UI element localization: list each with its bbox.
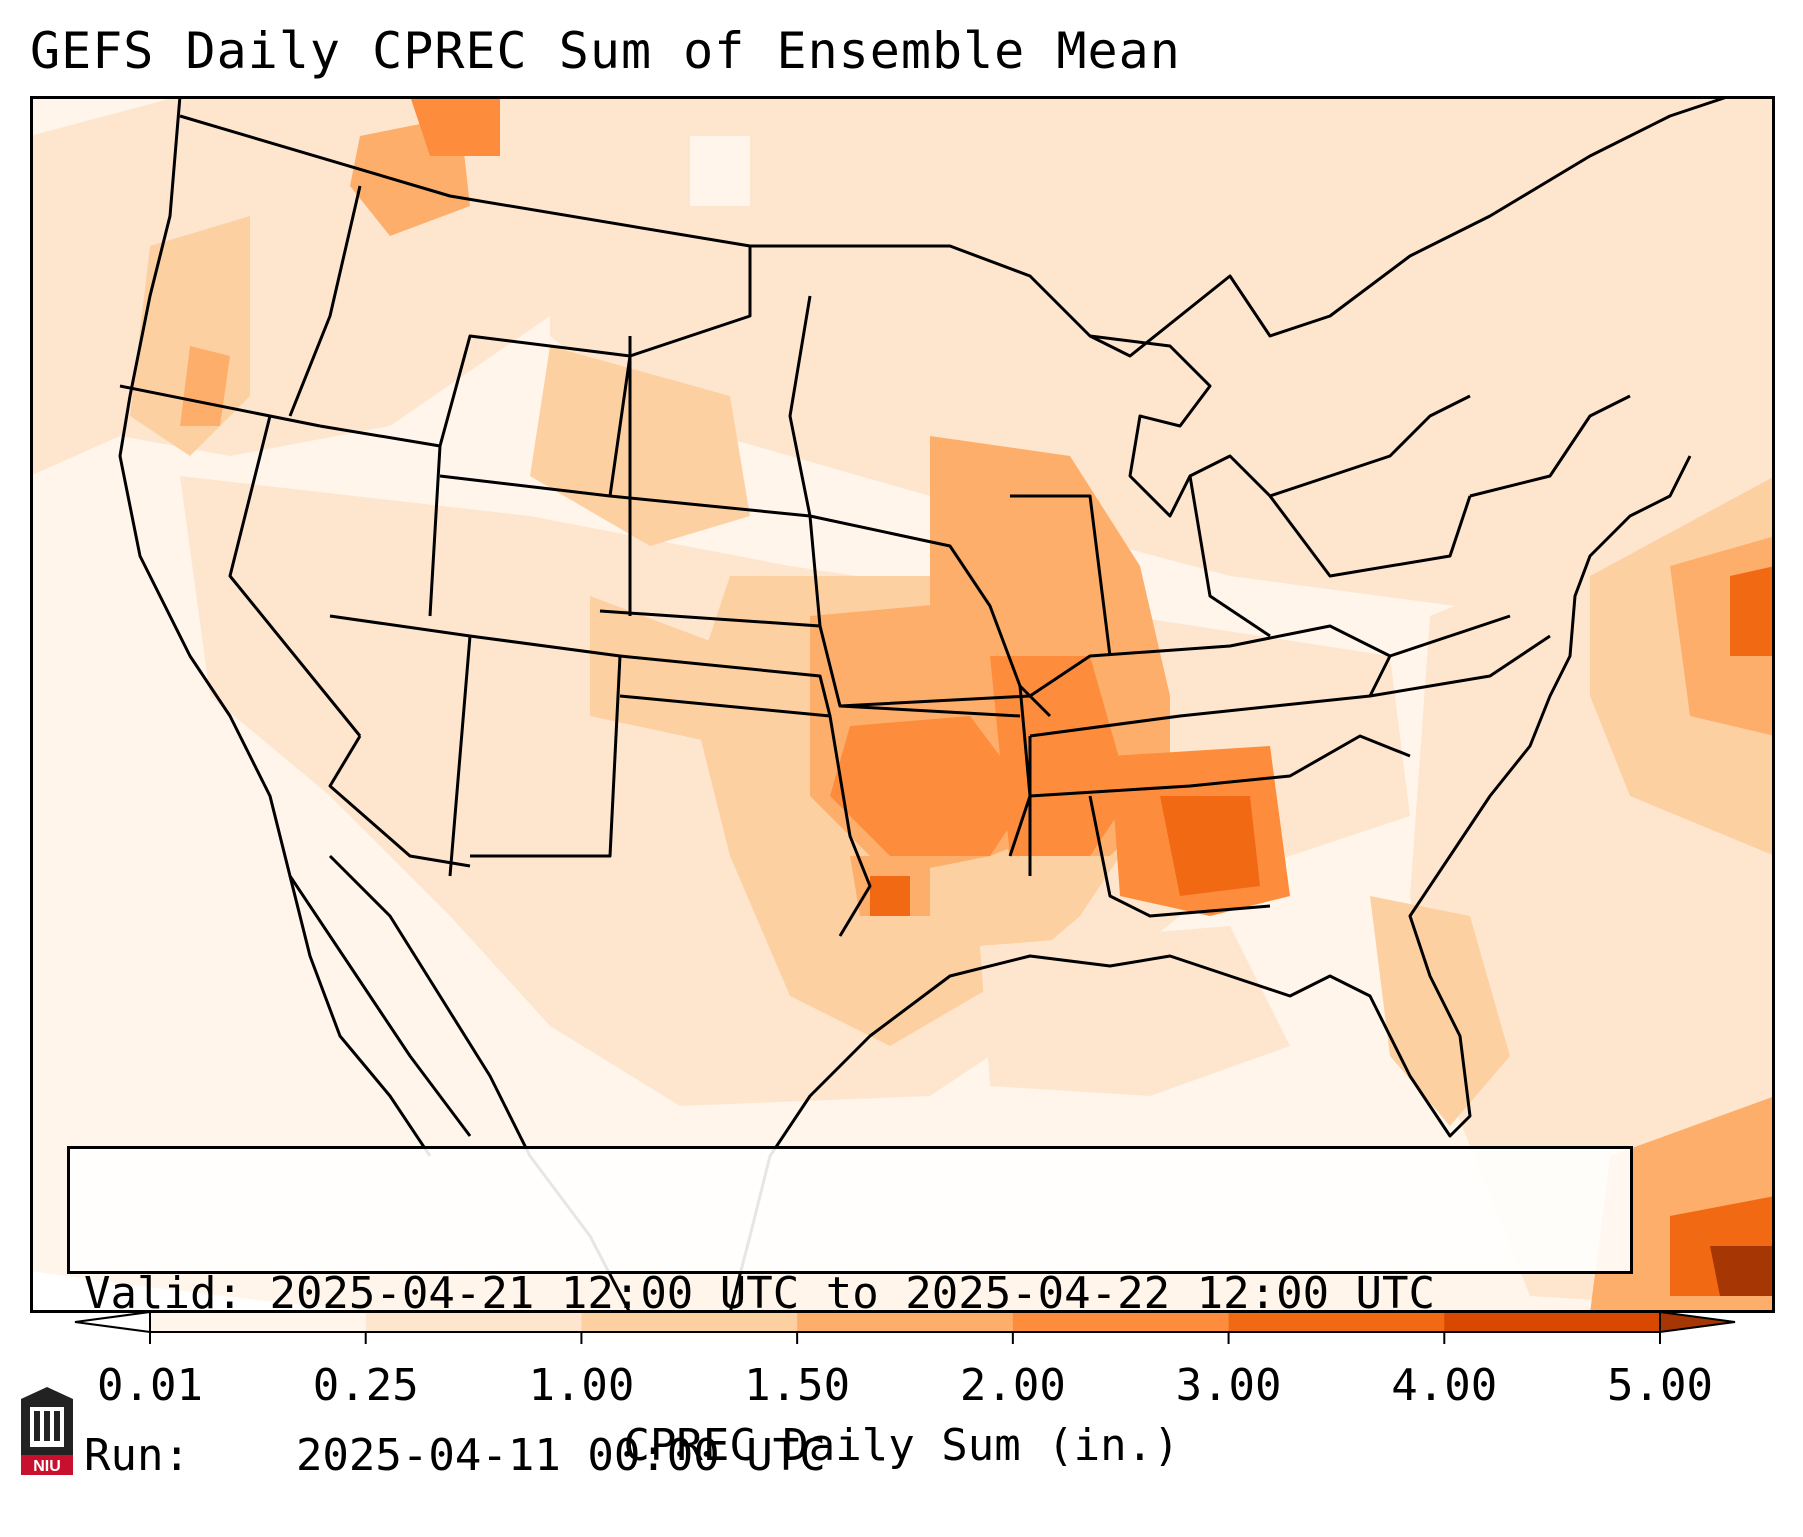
great-lakes xyxy=(1089,334,1471,518)
valid-label: Valid: xyxy=(84,1268,243,1319)
colorbar-outline xyxy=(149,1311,1661,1333)
colorbar-segment xyxy=(581,1312,798,1332)
west-coast xyxy=(118,96,472,1137)
precipitation-map xyxy=(30,96,1775,1313)
colorbar-segment xyxy=(797,1312,1014,1332)
colorbar-segment xyxy=(1012,1312,1230,1332)
run-row: Run: 2025-04-11 00:00 UTC xyxy=(84,1429,1630,1483)
colorbar-axis-label: CPREC Daily Sum (in.) xyxy=(623,1420,1180,1471)
map-title: GEFS Daily CPREC Sum of Ensemble Mean xyxy=(30,22,1181,80)
logo-text: NIU xyxy=(33,1458,61,1475)
baja xyxy=(288,875,432,1157)
boundaries xyxy=(118,96,1731,1313)
colorbar-extend-max xyxy=(1659,1310,1736,1334)
valid-row: Valid: 2025-04-21 12:00 UTC to 2025-04-2… xyxy=(84,1267,1630,1321)
colorbar-tick-label: 4.00 xyxy=(1391,1360,1498,1411)
gulf-coast xyxy=(728,455,1692,1313)
colorbar-tick-label: 1.00 xyxy=(528,1360,635,1411)
colorbar-segment xyxy=(1444,1312,1661,1332)
colorbar-segment xyxy=(150,1312,367,1332)
colorbar-extend-min xyxy=(74,1310,151,1334)
colorbar-tick-label: 3.00 xyxy=(1175,1360,1282,1411)
valid-value: 2025-04-21 12:00 UTC to 2025-04-22 12:00… xyxy=(269,1268,1436,1319)
colorbar-segment xyxy=(365,1312,582,1332)
colorbar xyxy=(74,1310,1736,1344)
niu-logo: NIU xyxy=(21,1387,73,1475)
colorbar-tick-label: 1.50 xyxy=(744,1360,851,1411)
colorbar-tick-label: 2.00 xyxy=(959,1360,1066,1411)
colorbar-tick-label: 0.01 xyxy=(97,1360,203,1411)
canada-border xyxy=(179,96,1731,358)
colorbar-tick-label: 0.25 xyxy=(312,1360,419,1411)
validity-info-box: Valid: 2025-04-21 12:00 UTC to 2025-04-2… xyxy=(67,1146,1633,1481)
colorbar-tick-label: 5.00 xyxy=(1607,1360,1713,1411)
run-value: 2025-04-11 00:00 UTC xyxy=(295,1430,826,1481)
colorbar-segment xyxy=(1228,1312,1445,1332)
run-label: Run: xyxy=(84,1430,190,1481)
